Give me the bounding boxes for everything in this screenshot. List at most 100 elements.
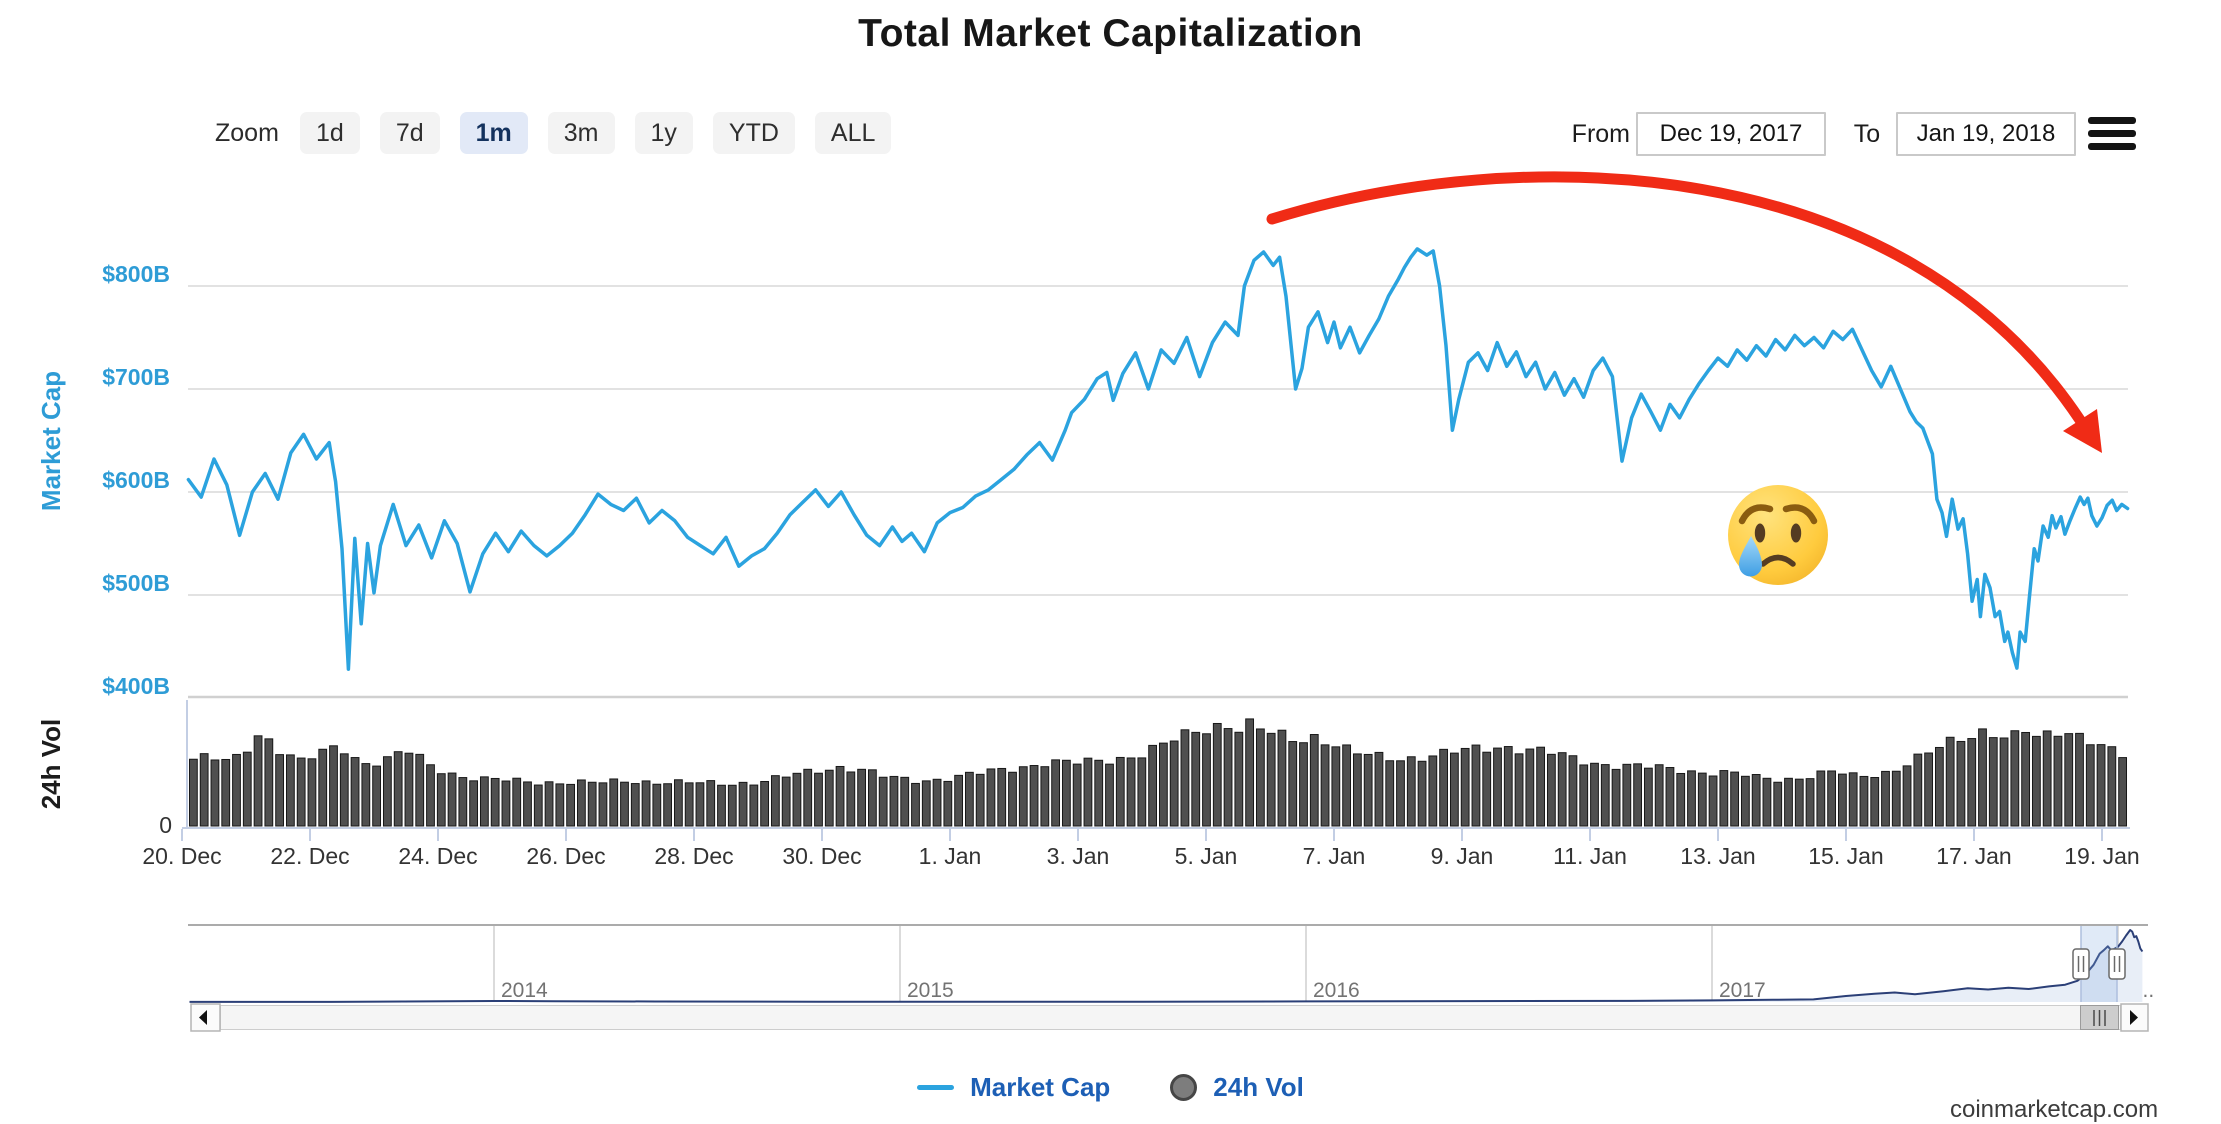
volume-bar xyxy=(264,738,274,827)
volume-zero-label: 0 xyxy=(159,812,172,838)
volume-bar xyxy=(1719,770,1729,827)
volume-bar xyxy=(1374,751,1384,827)
volume-bar xyxy=(1277,729,1287,827)
navigator-left-handle[interactable] xyxy=(2072,948,2090,980)
legend-item-market-cap[interactable]: Market Cap xyxy=(917,1072,1110,1103)
volume-bar xyxy=(1428,755,1438,827)
volume-bar xyxy=(1945,736,1955,827)
volume-bar xyxy=(199,753,209,827)
zoom-option-3m[interactable]: 3m xyxy=(547,112,615,154)
volume-bar xyxy=(1234,731,1244,827)
volume-bar xyxy=(1740,775,1750,827)
volume-bar xyxy=(781,776,791,827)
volume-bar xyxy=(1018,766,1028,827)
y-axis-tick-label: $700B xyxy=(102,364,170,390)
legend-item-24h-vol[interactable]: 24h Vol xyxy=(1170,1072,1304,1103)
volume-bar xyxy=(911,782,920,827)
volume-bar xyxy=(1999,737,2009,827)
volume-bar xyxy=(372,765,382,827)
volume-bar xyxy=(857,768,867,827)
zoom-option-1d[interactable]: 1d xyxy=(300,112,360,154)
zoom-option-7d[interactable]: 7d xyxy=(379,112,440,154)
volume-bar xyxy=(1676,772,1686,827)
volume-bar xyxy=(576,779,586,827)
volume-bar xyxy=(1708,775,1718,827)
x-axis-tick-label: 9. Jan xyxy=(1431,843,1494,869)
volume-bar xyxy=(1611,768,1621,827)
volume-bar xyxy=(997,767,1007,827)
circle-swatch-icon xyxy=(1170,1073,1198,1101)
volume-bar xyxy=(1622,763,1632,827)
volume-bar xyxy=(1697,772,1707,827)
volume-bar xyxy=(1859,775,1869,827)
volume-bar xyxy=(1579,764,1589,827)
volume-bar xyxy=(824,769,834,827)
navigator-area xyxy=(189,930,2143,1002)
volume-bar xyxy=(329,745,338,827)
volume-bar xyxy=(458,777,468,827)
volume-bar xyxy=(2085,744,2095,827)
navigator-right-handle[interactable] xyxy=(2108,948,2126,980)
x-axis-tick-label: 28. Dec xyxy=(654,843,733,869)
volume-bar xyxy=(900,776,910,827)
volume-bar xyxy=(221,758,231,827)
from-date-input[interactable] xyxy=(1636,112,1826,156)
volume-bar xyxy=(673,779,683,827)
volume-bar xyxy=(415,753,425,827)
volume-bar xyxy=(760,780,770,827)
volume-bar xyxy=(253,735,263,827)
volume-bar xyxy=(630,783,640,827)
scroll-left-arrow-icon xyxy=(199,1010,207,1025)
volume-bar xyxy=(1978,728,1987,827)
volume-bar xyxy=(1169,740,1179,827)
scrollbar-thumb[interactable] xyxy=(2080,1005,2119,1030)
volume-bar xyxy=(566,783,576,827)
volume-bar xyxy=(1266,732,1276,827)
volume-bar xyxy=(2010,730,2020,827)
x-axis-tick-label: 3. Jan xyxy=(1047,843,1110,869)
volume-bar xyxy=(1848,772,1858,827)
volume-bar xyxy=(889,775,899,827)
volume-bar xyxy=(975,773,985,827)
navigator-year-label: 2017 xyxy=(1719,979,1766,1002)
volume-bar xyxy=(318,748,328,827)
y-axis-title-market-cap: Market Cap xyxy=(36,371,66,511)
zoom-option-ytd[interactable]: YTD xyxy=(712,112,795,154)
y-axis-tick-label: $400B xyxy=(102,673,170,699)
red-down-curve-arrow xyxy=(1266,171,2102,453)
volume-bar xyxy=(1956,740,1966,827)
volume-bar xyxy=(339,753,349,827)
zoom-option-all[interactable]: ALL xyxy=(814,112,892,154)
volume-bar xyxy=(1881,770,1890,827)
x-axis-tick-label: 19. Jan xyxy=(2064,843,2139,869)
market-cap-line xyxy=(186,247,2130,671)
zoom-option-1m[interactable]: 1m xyxy=(459,112,528,154)
volume-bar xyxy=(1245,718,1255,827)
volume-bar xyxy=(1514,753,1524,827)
x-axis-tick-label: 20. Dec xyxy=(142,843,221,869)
to-date-input[interactable] xyxy=(1896,112,2076,156)
navigator-year-label: 2016 xyxy=(1313,979,1360,1002)
volume-bar xyxy=(436,773,446,827)
x-axis-tick-label: 13. Jan xyxy=(1680,843,1755,869)
volume-bar xyxy=(1105,763,1114,827)
volume-bar xyxy=(1794,778,1804,827)
volume-bar xyxy=(867,769,877,827)
zoom-option-1y[interactable]: 1y xyxy=(634,112,693,154)
volume-bar xyxy=(921,780,931,827)
volume-bar xyxy=(1924,752,1934,827)
volume-bar xyxy=(1503,746,1513,827)
navigator-year-label: 2015 xyxy=(907,979,954,1002)
volume-bar xyxy=(1385,760,1395,827)
volume-bar xyxy=(1536,746,1546,827)
volume-bar xyxy=(275,754,285,827)
volume-bar xyxy=(1115,756,1125,827)
hamburger-menu-icon[interactable] xyxy=(2088,117,2138,153)
scrollbar-track[interactable] xyxy=(220,1005,2121,1030)
volume-bar xyxy=(1288,741,1298,827)
volume-bar xyxy=(307,758,317,827)
volume-bar xyxy=(1568,755,1578,827)
volume-bar xyxy=(1126,757,1136,827)
volume-bar xyxy=(1460,747,1470,827)
volume-bar xyxy=(1083,757,1093,827)
